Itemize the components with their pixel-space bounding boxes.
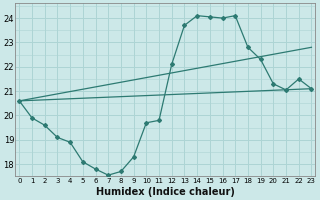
X-axis label: Humidex (Indice chaleur): Humidex (Indice chaleur) <box>96 187 235 197</box>
